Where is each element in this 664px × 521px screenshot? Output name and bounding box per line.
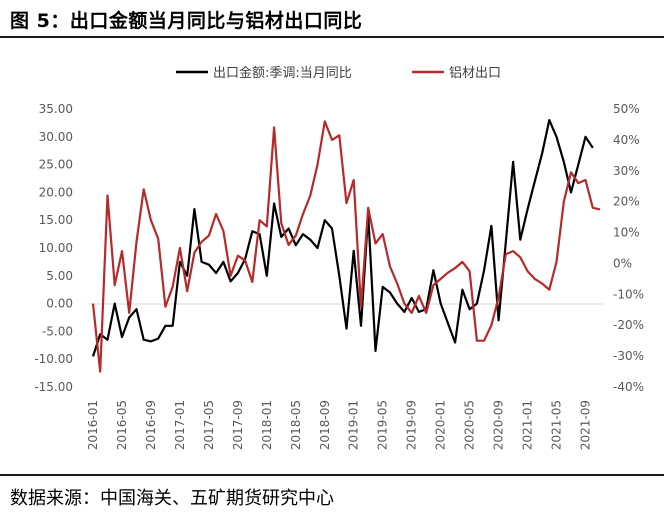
left-axis-tick-label: -5.00 bbox=[42, 324, 73, 338]
right-axis-tick-label: -30% bbox=[613, 349, 644, 363]
x-axis-tick-label: 2019-01 bbox=[347, 400, 361, 450]
source-divider bbox=[0, 474, 664, 476]
x-axis-tick-label: 2016-05 bbox=[115, 400, 129, 450]
right-axis-tick-label: -40% bbox=[613, 380, 644, 394]
figure-title: 图 5：出口金额当月同比与铝材出口同比 bbox=[10, 10, 363, 32]
right-axis-tick-label: 40% bbox=[613, 133, 640, 147]
x-axis-tick-label: 2021-09 bbox=[579, 400, 593, 450]
x-axis-tick-label: 2020-05 bbox=[463, 400, 477, 450]
x-axis-tick-label: 2021-05 bbox=[550, 400, 564, 450]
right-axis-tick-label: 20% bbox=[613, 195, 640, 209]
x-axis-tick-label: 2017-05 bbox=[202, 400, 216, 450]
data-source-note: 数据来源：中国海关、五矿期货研究中心 bbox=[10, 488, 334, 509]
x-axis-tick-labels: 2016-01 2016-05 2016-09 2017-01 2017-05 2017-… bbox=[86, 400, 593, 450]
x-axis-tick-label: 2016-09 bbox=[144, 400, 158, 450]
right-axis-tick-label: -10% bbox=[613, 287, 644, 301]
left-axis-tick-label: 0.00 bbox=[46, 297, 73, 311]
x-axis-tick-label: 2019-09 bbox=[405, 400, 419, 450]
right-axis-tick-label: 0% bbox=[613, 256, 632, 270]
left-axis-tick-label: 15.00 bbox=[39, 213, 73, 227]
x-axis-tick-label: 2020-01 bbox=[434, 400, 448, 450]
left-axis-tick-label: 35.00 bbox=[39, 102, 73, 116]
x-axis-tick-label: 2018-05 bbox=[289, 400, 303, 450]
right-axis-tick-label: -20% bbox=[613, 318, 644, 332]
series-line-export-value bbox=[91, 118, 594, 357]
x-axis-tick-label: 2018-01 bbox=[260, 400, 274, 450]
left-axis-tick-label: 30.00 bbox=[39, 130, 73, 144]
right-axis-tick-labels: -40% -30% -20% -10% 0% 10% 20% 30% 40% 50% bbox=[613, 102, 644, 394]
x-axis-tick-label: 2017-09 bbox=[231, 400, 245, 450]
legend-label-export-value: 出口金额:季调:当月同比 bbox=[213, 65, 352, 81]
right-axis-tick-label: 10% bbox=[613, 226, 640, 240]
series-lines bbox=[91, 118, 601, 373]
x-axis-tick-label: 2021-01 bbox=[521, 400, 535, 450]
legend-label-aluminum-export: 铝材出口 bbox=[449, 66, 501, 81]
x-axis-tick-label: 2020-09 bbox=[492, 400, 506, 450]
x-axis-tick-label: 2017-01 bbox=[173, 400, 187, 450]
right-axis-tick-label: 30% bbox=[613, 164, 640, 178]
left-axis-tick-labels: -15.00 -10.00 -5.00 0.00 5.00 10.00 15.00 20.00… bbox=[34, 102, 73, 394]
legend: 出口金额:季调:当月同比 铝材出口 bbox=[176, 65, 501, 81]
title-divider bbox=[0, 36, 664, 38]
left-axis-tick-label: 10.00 bbox=[39, 241, 73, 255]
left-axis-tick-label: -10.00 bbox=[34, 352, 73, 366]
left-axis-tick-label: 20.00 bbox=[39, 185, 73, 199]
right-axis-tick-label: 50% bbox=[613, 102, 640, 116]
series-line-aluminum-export bbox=[91, 120, 601, 373]
left-axis-tick-label: 25.00 bbox=[39, 158, 73, 172]
x-axis-tick-label: 2016-01 bbox=[86, 400, 100, 450]
left-axis-tick-label: 5.00 bbox=[46, 269, 73, 283]
x-axis-tick-label: 2019-05 bbox=[376, 400, 390, 450]
left-axis-tick-label: -15.00 bbox=[34, 380, 73, 394]
x-axis-tick-label: 2018-09 bbox=[318, 400, 332, 450]
chart: 出口金额:季调:当月同比 铝材出口 -15.00 -10.00 -5.00 0.00 5… bbox=[34, 65, 644, 450]
